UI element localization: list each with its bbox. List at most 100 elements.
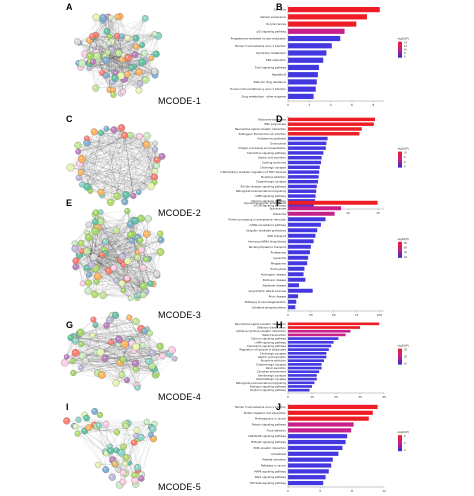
category-label: cAMP signaling pathway [255,340,287,344]
network-edge [89,60,123,68]
bar [288,457,333,462]
network-edge [79,135,125,164]
category-label: Neuroactive ligand-receptor interaction [235,127,287,131]
network-edge [89,40,110,91]
network-edge [94,131,163,157]
category-label: Platinum drug resistance [254,80,287,84]
network-edge [114,16,121,79]
node-highlight [120,57,123,60]
network-edge [110,17,117,74]
network-edge [77,41,156,73]
network-edge [86,135,125,139]
network-nodes [74,13,163,98]
network-edge [122,36,156,73]
network-node [124,34,131,42]
network-edge [102,18,146,73]
legend-title: -log10(P) [397,37,409,41]
network-edge [121,127,158,161]
category-label: Drug metabolism - other enzymes [242,94,287,98]
bar [288,351,327,355]
network-edge [130,134,156,150]
network-edge [109,36,157,55]
category-label: MAPK signaling pathway [254,469,286,473]
bar [288,469,329,474]
network-edge [78,135,148,152]
bar [288,122,374,126]
network-edge [87,128,107,187]
category-label: Toll-like receptor signaling pathway [240,184,286,188]
network-edge [86,138,155,172]
network-edge [96,38,137,57]
node-highlight [107,88,110,91]
bar [288,370,320,374]
category-label: Glutamatergic synapse [256,377,286,381]
node-highlight [107,41,109,44]
network-edge [89,66,135,68]
network-edge [92,18,146,63]
network-edge [81,158,151,187]
network-edge [85,42,109,55]
node-highlight [115,15,118,17]
node-highlight [111,93,114,95]
network-edge [107,52,140,91]
category-label: Circadian entrainment [257,370,286,374]
category-label: Chemokine signaling pathway [247,151,287,155]
network-edge [111,41,140,91]
network-edge [78,135,148,152]
network-edge [109,36,140,91]
node-highlight [94,86,96,89]
legend-label: 6 [404,56,406,59]
network-edge [77,145,102,193]
network-edge [101,149,156,196]
network-edge [139,136,156,172]
network-edge [80,128,107,173]
category-label: Proteoglycans in cancer [255,417,287,421]
bar [288,326,360,329]
network-edge [87,149,156,187]
network-edge [80,172,118,197]
network-edge [110,129,115,203]
category-label: FoxO signaling pathway [255,65,286,69]
node-highlight [76,61,79,64]
node-highlight [142,51,145,54]
network-edge [106,128,158,161]
bar [288,299,297,304]
node-highlight [126,56,129,58]
network-edge [122,59,155,72]
network-node [135,68,143,76]
bar [288,439,346,445]
network-edge [79,143,156,164]
network-edge [89,46,137,68]
network-edge [86,138,158,161]
bar [288,283,299,288]
network-edge [101,186,143,193]
network-edge [78,42,123,60]
network-edge [88,62,135,67]
network-edge [88,62,132,68]
node-highlight [103,54,106,57]
bar [288,21,357,27]
bar [288,348,329,351]
panel-letter-c: C [66,114,73,124]
network-edge [101,134,131,196]
network-edge [124,135,157,166]
network-edge [113,129,127,195]
network-node [135,87,143,94]
network-edge [78,42,155,72]
bar [288,79,317,85]
x-tick-label: 0 [287,395,289,399]
network-node [114,13,121,20]
category-label: Huntington disease [261,272,287,276]
network-edge [110,127,122,203]
color-legend: -log10(P)8 6 4 [397,430,409,452]
bar [288,359,324,363]
category-label: Protein processing in endoplasmic reticu… [229,217,287,221]
network-node [138,58,146,67]
category-label: Human T-cell leukemia virus 1 infection [235,44,287,48]
panel-letter-g: G [66,320,74,330]
category-label: Endocytosis [270,267,286,271]
category-label: Pyrimidine metabolism [256,51,286,55]
